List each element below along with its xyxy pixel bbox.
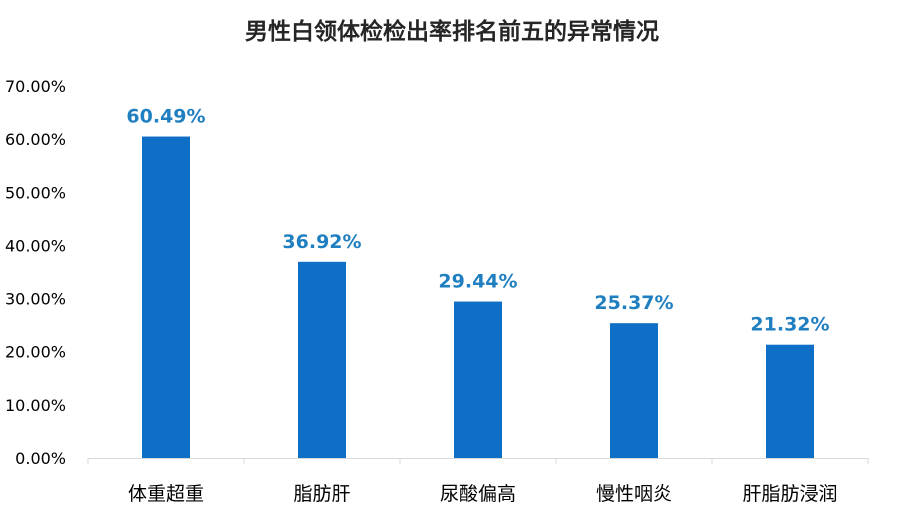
y-tick-label: 60.00%	[5, 130, 66, 149]
x-category-label: 肝脂肪浸润	[742, 483, 837, 505]
y-tick-label: 30.00%	[5, 290, 66, 309]
y-tick-label: 70.00%	[5, 77, 66, 96]
data-label: 60.49%	[126, 106, 205, 128]
y-tick-label: 0.00%	[15, 449, 66, 468]
y-tick-label: 50.00%	[5, 183, 66, 202]
data-label: 21.32%	[750, 314, 829, 336]
y-tick-label: 40.00%	[5, 236, 66, 255]
bar	[610, 323, 658, 458]
x-category-label: 慢性咽炎	[596, 483, 672, 505]
bar	[142, 136, 190, 458]
bar	[454, 301, 502, 458]
data-label: 36.92%	[282, 231, 361, 253]
data-label: 29.44%	[438, 271, 517, 293]
x-category-label: 尿酸偏高	[440, 483, 516, 505]
x-category-label: 体重超重	[128, 483, 204, 505]
bar	[298, 261, 346, 458]
y-tick-label: 20.00%	[5, 343, 66, 362]
bar	[766, 344, 814, 458]
chart-title: 男性白领体检检出率排名前五的异常情况	[245, 19, 659, 45]
y-tick-label: 10.00%	[5, 396, 66, 415]
data-label: 25.37%	[594, 292, 673, 314]
x-category-label: 脂肪肝	[293, 483, 350, 505]
